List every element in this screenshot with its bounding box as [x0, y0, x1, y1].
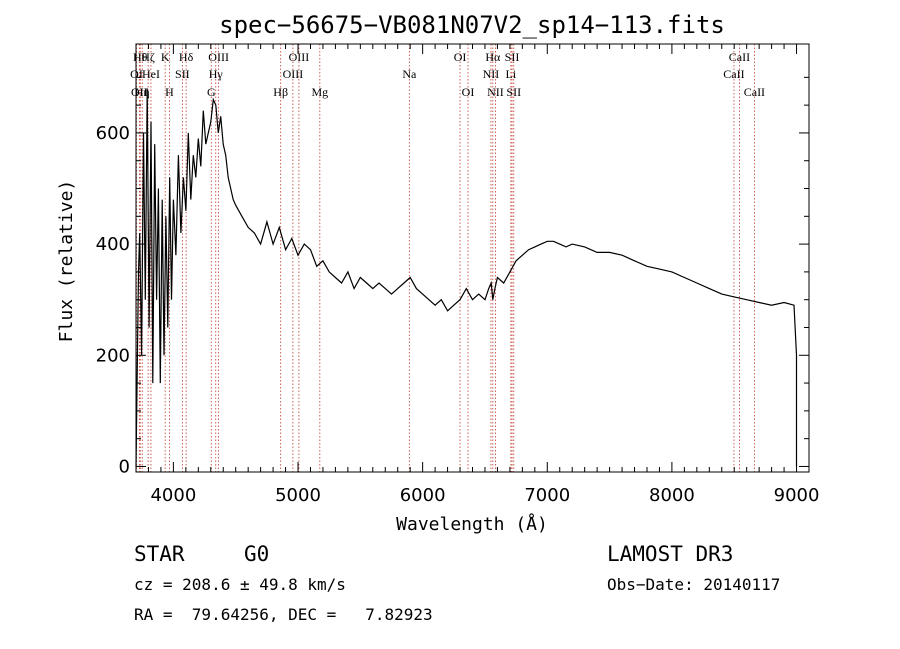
x-tick-label: 5000 — [275, 485, 321, 506]
x-tick-label: 9000 — [774, 485, 820, 506]
y-tick-label: 600 — [96, 123, 130, 144]
line-marker-label: OII — [131, 85, 148, 99]
line-markers — [136, 44, 755, 472]
y-tick-label: 200 — [96, 345, 130, 366]
line-marker-label: CaII — [723, 67, 744, 81]
line-marker-label: Mg — [311, 85, 328, 99]
x-axis-label: Wavelength (Å) — [396, 513, 548, 535]
line-marker-label: Hη — [135, 85, 150, 99]
x-tick-label: 6000 — [400, 485, 446, 506]
line-marker-label: OIII — [208, 50, 229, 64]
chart-title: spec−56675−VB081N07V2_sp14−113.fits — [219, 11, 725, 39]
line-marker-label: Hγ — [209, 67, 224, 81]
line-marker-label: CaII — [744, 85, 765, 99]
x-axis: 4000 5000 6000 7000 8000 9000 — [135, 44, 820, 506]
spectrum-line — [135, 88, 798, 467]
line-marker-label: Li — [506, 67, 517, 81]
line-marker-label: SII — [505, 50, 520, 64]
line-marker-label: OIII — [283, 67, 304, 81]
line-marker-label: SII — [175, 67, 190, 81]
line-marker-label: HeI — [142, 67, 160, 81]
line-marker-label: CaII — [729, 50, 750, 64]
line-marker-label: Hδ — [179, 50, 194, 64]
survey-name: LAMOST DR3 — [607, 542, 733, 566]
line-marker-label: H — [165, 85, 174, 99]
line-marker-label: G — [207, 85, 216, 99]
line-marker-label: OIII — [289, 50, 310, 64]
line-marker-label: Na — [402, 67, 417, 81]
line-marker-label: Hβ — [273, 85, 288, 99]
line-marker-label: OI — [454, 50, 467, 64]
line-marker-label: Hθ — [133, 50, 148, 64]
plot-frame — [135, 43, 810, 473]
object-type: STAR — [134, 542, 185, 566]
x-tick-label: 8000 — [649, 485, 695, 506]
line-marker-label: OI — [462, 85, 475, 99]
line-marker-label: Hζ — [141, 50, 155, 64]
line-marker-label: NII — [487, 85, 504, 99]
y-axis: 0 200 400 600 — [96, 76, 809, 477]
line-marker-label: NII — [483, 67, 500, 81]
line-marker-label: SII — [506, 85, 521, 99]
y-tick-label: 400 — [96, 234, 130, 255]
x-tick-label: 4000 — [150, 485, 196, 506]
redshift-cz: cz = 208.6 ± 49.8 km/s — [134, 575, 346, 594]
coordinates: RA = 79.64256, DEC = 7.82923 — [134, 605, 433, 624]
x-tick-label: 7000 — [524, 485, 570, 506]
y-tick-label: 0 — [119, 456, 130, 477]
subclass: G0 — [244, 542, 269, 566]
line-marker-label: K — [161, 50, 170, 64]
y-axis-label: Flux (relative) — [56, 180, 77, 343]
line-marker-label: Hα — [485, 50, 501, 64]
obs-date: Obs−Date: 20140117 — [607, 575, 780, 594]
